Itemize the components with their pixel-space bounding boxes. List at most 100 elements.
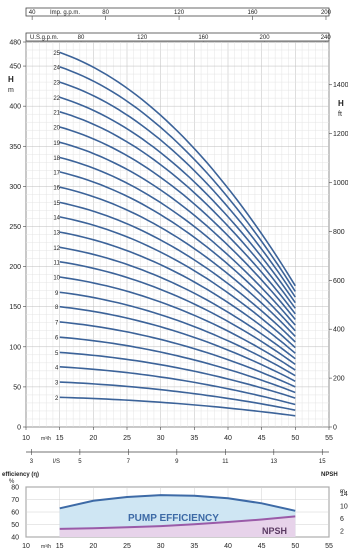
stage-curve-24 bbox=[59, 66, 296, 292]
flow-m3h-tick-label: 25 bbox=[123, 435, 131, 442]
stage-label-22: 22 bbox=[53, 96, 60, 102]
stage-curve-25 bbox=[59, 51, 296, 287]
stage-label-18: 18 bbox=[53, 156, 60, 162]
flow-axes: 10 15 20 25 30 35 40 45 50 55 m³/h 3 5 7 9 11 13 15 l/S bbox=[22, 427, 333, 465]
us-gpm-label: U.S.g.p.m. bbox=[30, 35, 59, 41]
flow-ls-unit: l/S bbox=[53, 459, 60, 465]
stage-curve-16 bbox=[59, 186, 296, 337]
head-m-tick-label: 50 bbox=[13, 384, 21, 391]
head-ft-ticks: 0 200 400 600 800 1000 1200 1400 bbox=[329, 82, 348, 432]
head-ft-tick-label: 1400 bbox=[333, 82, 348, 89]
efficiency-tick-label: 70 bbox=[11, 497, 19, 504]
stage-label-3: 3 bbox=[55, 381, 59, 387]
stage-curve-10 bbox=[59, 276, 296, 371]
stage-label-23: 23 bbox=[53, 81, 60, 87]
head-ft-tick-label: 600 bbox=[333, 278, 345, 285]
head-ft-tick-label: 1000 bbox=[333, 180, 348, 187]
flow-ls-tick-label: 9 bbox=[175, 459, 179, 465]
head-m-tick-label: 350 bbox=[9, 144, 21, 151]
imp-gpm-frame bbox=[25, 7, 330, 17]
imp-gpm-tick-label: 160 bbox=[248, 10, 259, 16]
flow-m3h-tick-label: 40 bbox=[224, 435, 232, 442]
head-m-tick-label: 480 bbox=[9, 40, 21, 47]
stage-curve-21 bbox=[59, 111, 296, 309]
flow-m3h-bottom-tick-label: 25 bbox=[123, 543, 131, 550]
head-ft-tick-label: 800 bbox=[333, 229, 345, 236]
efficiency-tick-label: 80 bbox=[11, 485, 19, 492]
imp-gpm-label: Imp. g.p.m. bbox=[50, 10, 80, 16]
stage-label-8: 8 bbox=[55, 305, 59, 311]
npsh-ticks: 2 6 10 14 bbox=[340, 491, 348, 536]
stage-label-7: 7 bbox=[55, 320, 59, 326]
stage-label-20: 20 bbox=[53, 126, 60, 132]
flow-m3h-bottom-tick-label: 40 bbox=[224, 543, 232, 550]
stage-curve-12 bbox=[59, 246, 296, 360]
npsh-tick-label: 14 bbox=[340, 491, 348, 498]
flow-m3h-ticks: 10 15 20 25 30 35 40 45 50 55 bbox=[22, 427, 333, 442]
head-m-tick-label: 150 bbox=[9, 304, 21, 311]
stage-curve-3 bbox=[59, 381, 296, 411]
stage-curve-5 bbox=[59, 351, 296, 399]
head-ft-tick-label: 200 bbox=[333, 376, 345, 383]
head-ft-tick-label: 0 bbox=[333, 425, 337, 432]
flow-m3h-bottom-unit: m³/h bbox=[41, 544, 51, 550]
flow-m3h-bottom-tick-label: 55 bbox=[325, 543, 333, 550]
stage-label-5: 5 bbox=[55, 351, 59, 357]
flow-m3h-tick-label: 55 bbox=[325, 435, 333, 442]
flow-m3h-tick-label: 30 bbox=[157, 435, 165, 442]
us-gpm-tick-label: 160 bbox=[198, 35, 209, 41]
npsh-tick-label: 10 bbox=[340, 503, 348, 510]
stage-label-6: 6 bbox=[55, 336, 59, 342]
flow-m3h-bottom-ticks: 10 15 20 25 30 35 40 45 50 55 bbox=[22, 543, 333, 550]
head-ft-tick-label: 400 bbox=[333, 327, 345, 334]
flow-ls-tick-label: 7 bbox=[127, 459, 131, 465]
stage-label-10: 10 bbox=[53, 276, 60, 282]
imp-gpm-tick-label: 40 bbox=[29, 10, 36, 16]
stage-curve-20 bbox=[59, 126, 296, 315]
flow-m3h-tick-label: 20 bbox=[89, 435, 97, 442]
stage-curve-13 bbox=[59, 231, 296, 354]
head-m-tick-label: 400 bbox=[9, 104, 21, 111]
efficiency-label: efficiency (η) bbox=[2, 472, 39, 478]
head-m-tick-label: 300 bbox=[9, 184, 21, 191]
stage-label-4: 4 bbox=[55, 365, 59, 371]
flow-m3h-bottom-tick-label: 30 bbox=[157, 543, 165, 550]
stage-curve-11 bbox=[59, 261, 296, 366]
efficiency-unit: % bbox=[9, 479, 15, 485]
head-ft-axis-symbol: H bbox=[338, 99, 344, 108]
stage-label-16: 16 bbox=[53, 186, 60, 192]
stage-label-21: 21 bbox=[53, 110, 60, 116]
head-ft-axis-unit: ft bbox=[338, 111, 342, 118]
flow-m3h-bottom-tick-label: 15 bbox=[56, 543, 64, 550]
head-ft-tick-label: 1200 bbox=[333, 131, 348, 138]
flow-ls-ticks: 3 5 7 9 11 13 15 bbox=[30, 449, 326, 465]
stage-label-15: 15 bbox=[53, 201, 60, 207]
efficiency-panel: efficiency (η) % NPSH m PUMP EFFICIENCY … bbox=[2, 472, 348, 550]
flow-ls-tick-label: 3 bbox=[30, 459, 34, 465]
imp-gpm-tick-label: 200 bbox=[321, 10, 332, 16]
flow-m3h-tick-label: 35 bbox=[190, 435, 198, 442]
head-m-tick-label: 200 bbox=[9, 264, 21, 271]
head-m-tick-label: 450 bbox=[9, 64, 21, 71]
flow-m3h-tick-label: 50 bbox=[291, 435, 299, 442]
flow-m3h-unit: m³/h bbox=[41, 436, 51, 442]
flow-m3h-tick-label: 10 bbox=[22, 435, 30, 442]
stage-curve-7 bbox=[59, 321, 296, 388]
head-plot: 2524232221201918171615141312111098765432… bbox=[8, 40, 348, 432]
stage-label-17: 17 bbox=[53, 170, 60, 176]
flow-m3h-bottom-tick-label: 10 bbox=[22, 543, 30, 550]
stage-label-12: 12 bbox=[53, 246, 60, 252]
npsh-axis-label: NPSH bbox=[321, 472, 338, 478]
us-gpm-tick-label: 240 bbox=[321, 35, 332, 41]
npsh-tick-label: 2 bbox=[340, 528, 344, 535]
stage-curve-22 bbox=[59, 96, 296, 304]
stage-curve-8 bbox=[59, 305, 296, 383]
stage-curve-9 bbox=[59, 291, 296, 377]
stage-curve-6 bbox=[59, 336, 296, 394]
npsh-curve-label: NPSH bbox=[262, 526, 287, 536]
efficiency-tick-label: 60 bbox=[11, 510, 19, 517]
pump-efficiency-label: PUMP EFFICIENCY bbox=[128, 513, 219, 524]
stage-curve-18 bbox=[59, 156, 296, 326]
head-m-tick-label: 0 bbox=[17, 425, 21, 432]
